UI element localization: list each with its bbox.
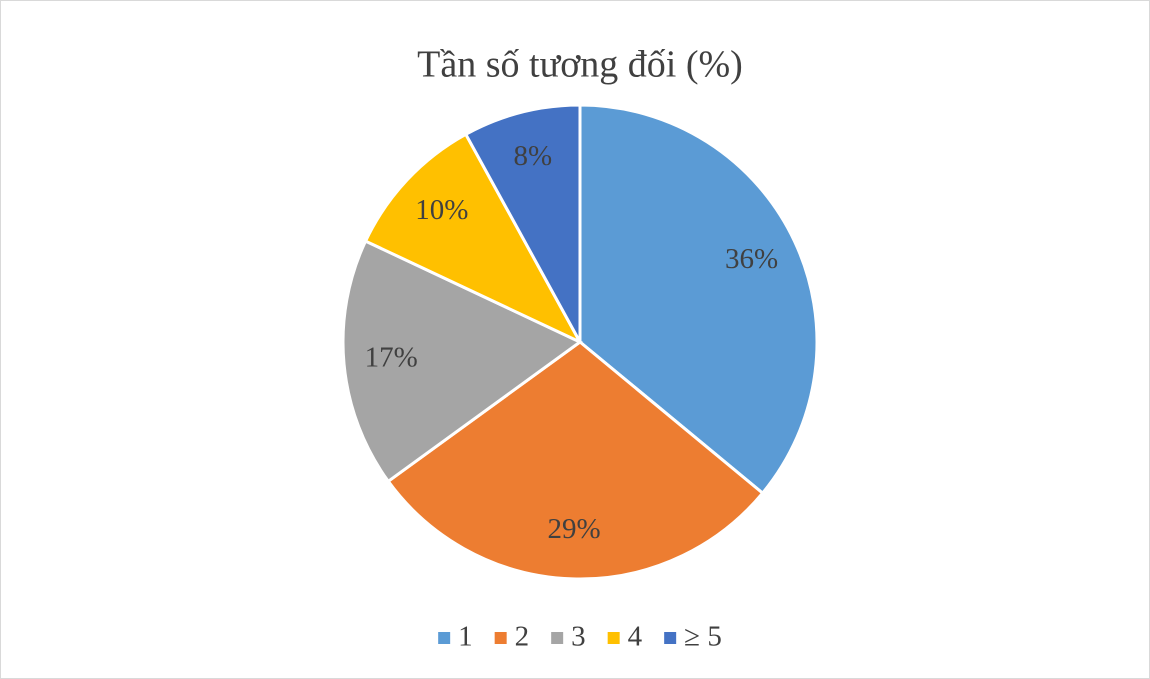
legend-swatch [607, 632, 620, 644]
data-label: 8% [514, 140, 553, 172]
pie-slice [578, 103, 819, 496]
chart-title: Tần số tương đối (%) [417, 44, 743, 86]
legend-label: 3 [571, 621, 586, 653]
data-label: 17% [365, 341, 418, 373]
legend-swatch [551, 632, 564, 644]
pie-slice [341, 239, 583, 484]
pie-slice [386, 340, 765, 581]
pie-slice [363, 132, 584, 346]
legend-label: 4 [628, 621, 643, 653]
data-label: 10% [415, 194, 468, 226]
legend-swatch [438, 632, 451, 644]
data-label: 36% [725, 243, 778, 275]
legend-swatch [664, 632, 677, 644]
pie-slice [463, 103, 582, 343]
legend-label: ≥ 5 [684, 621, 722, 653]
legend-swatch [494, 632, 507, 644]
legend-label: 1 [458, 621, 473, 653]
data-label: 29% [547, 513, 600, 545]
legend-label: 2 [515, 621, 530, 653]
